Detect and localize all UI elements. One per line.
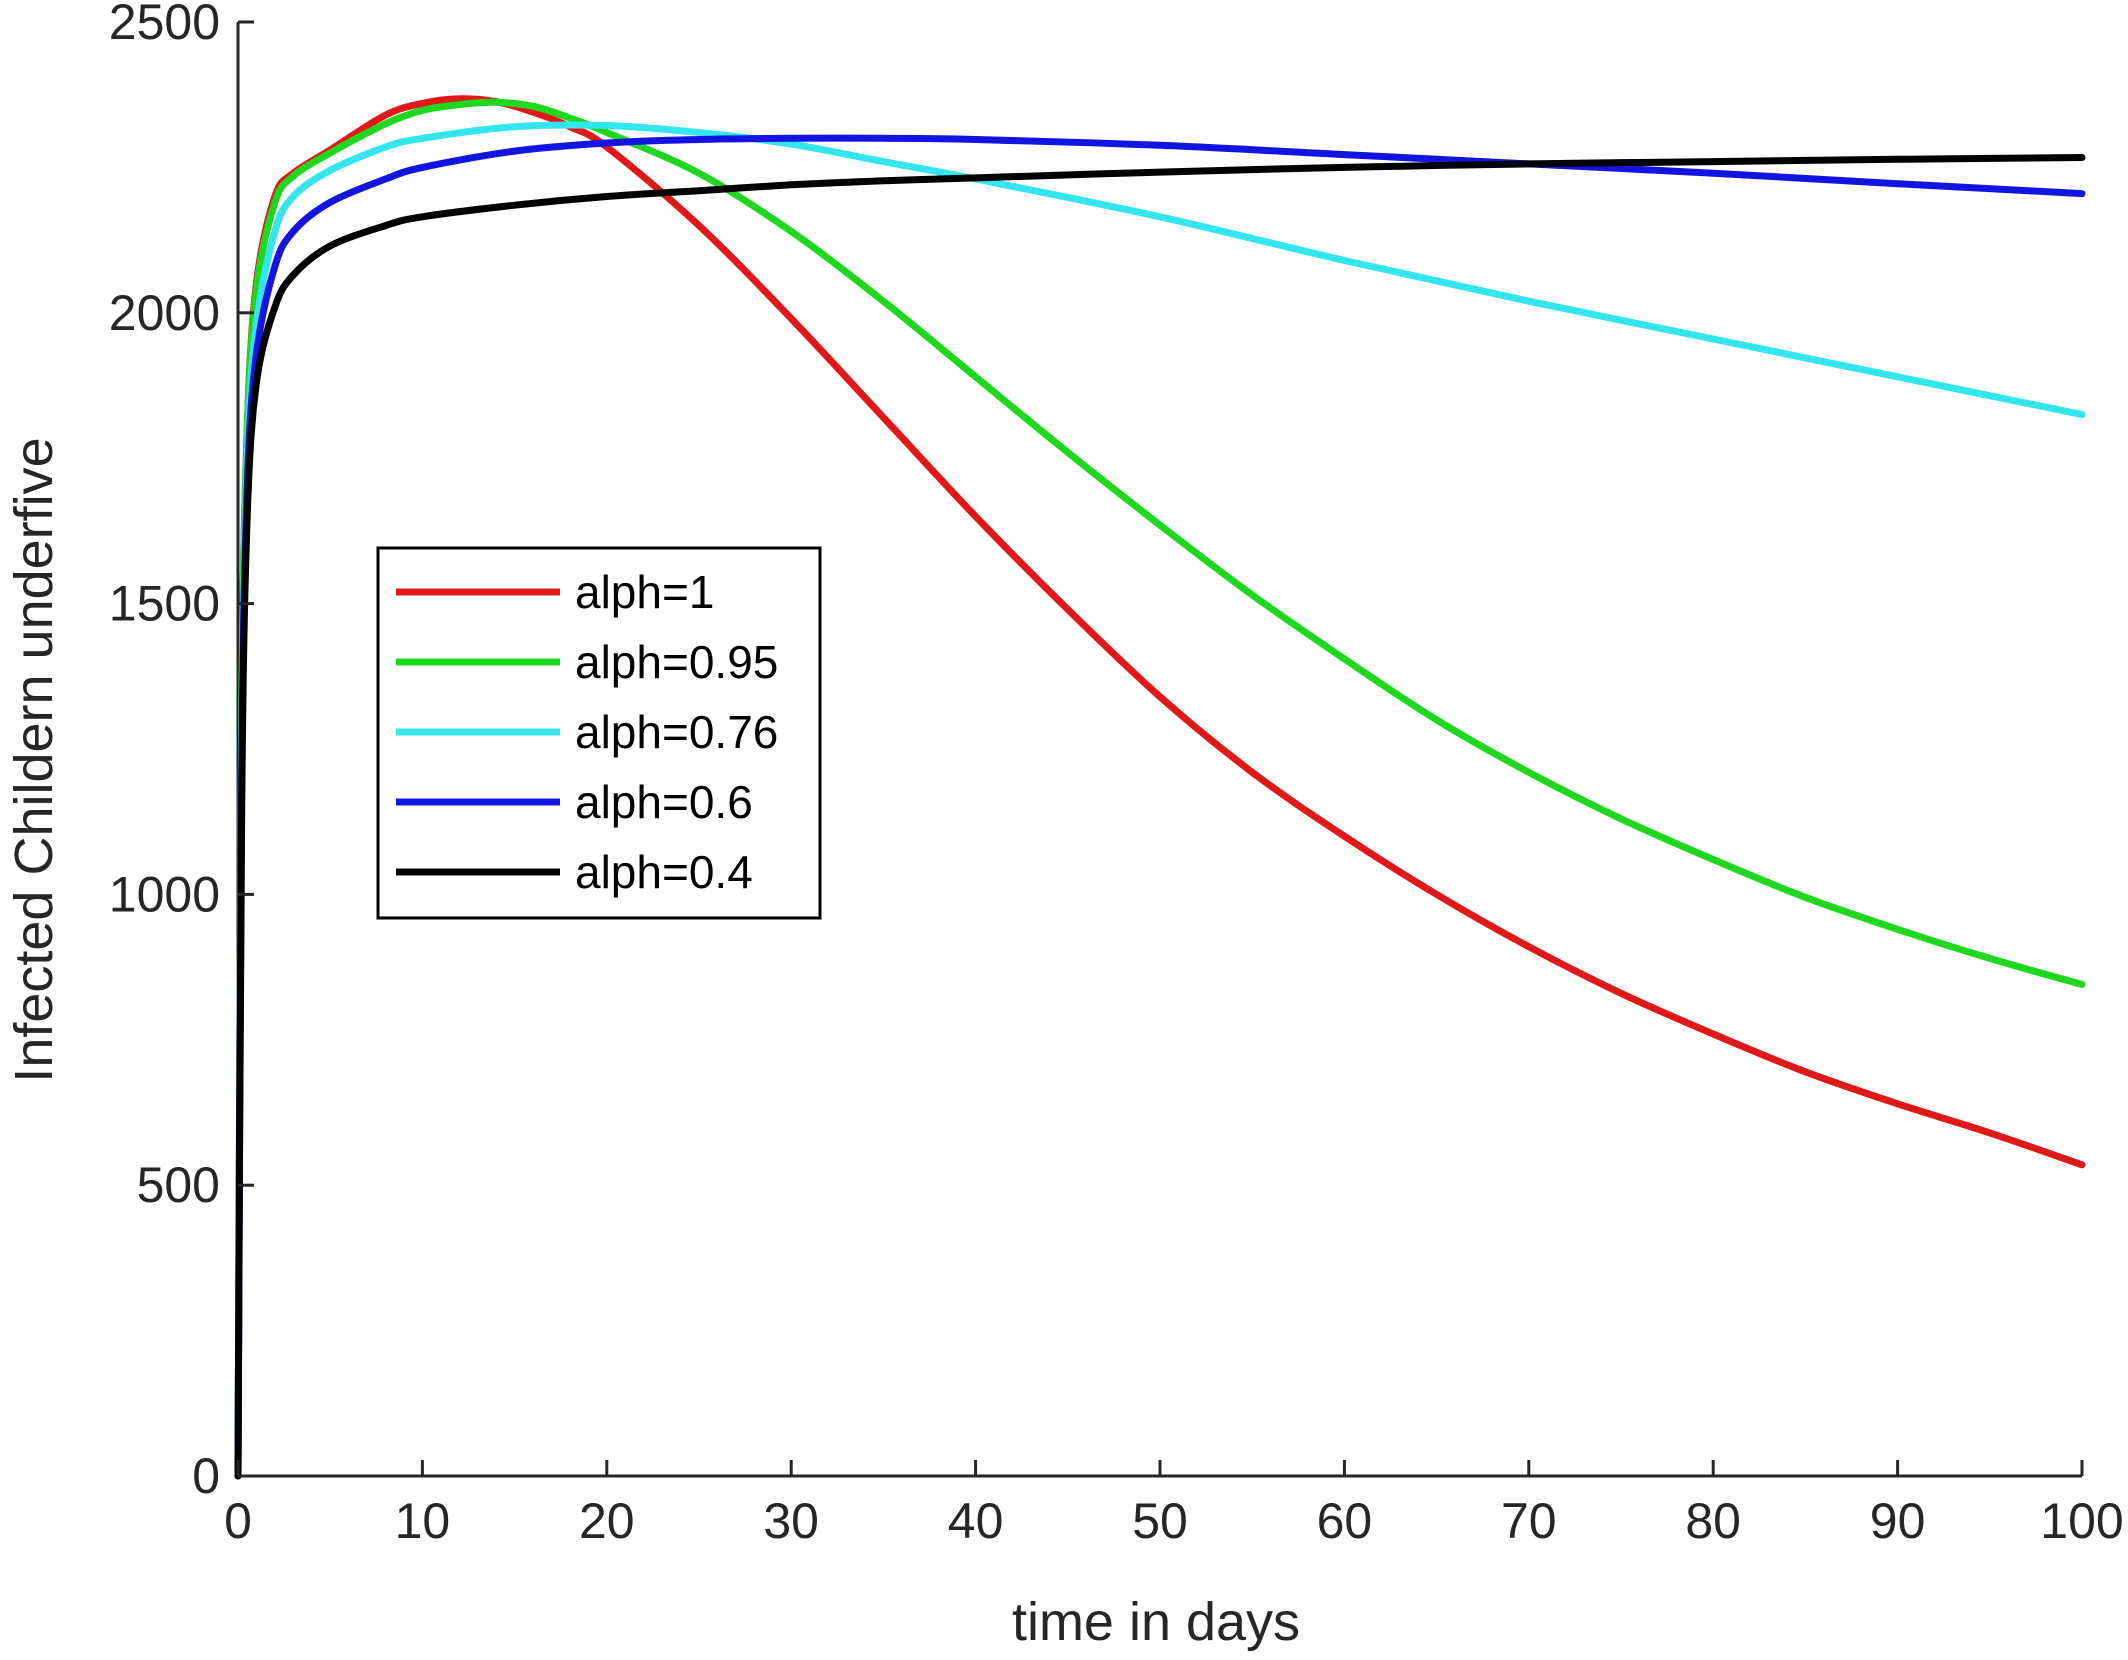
series-layer	[234, 95, 2086, 1480]
legend-entry-label: alph=0.95	[575, 636, 778, 688]
legend-entry-label: alph=0.76	[575, 706, 778, 758]
y-tick-label: 0	[192, 1448, 220, 1504]
x-tick-label: 40	[948, 1493, 1004, 1549]
x-tick-label: 80	[1685, 1493, 1741, 1549]
x-tick-label: 20	[579, 1493, 635, 1549]
legend-entry-label: alph=1	[575, 566, 714, 618]
x-tick-label: 60	[1317, 1493, 1373, 1549]
x-tick-label: 90	[1870, 1493, 1926, 1549]
y-tick-label: 500	[137, 1157, 220, 1213]
y-axis-label: Infected Childern underfive	[4, 437, 64, 1082]
series-line-alph-0-4	[234, 154, 2086, 1480]
x-tick-label: 0	[224, 1493, 252, 1549]
x-tick-label: 70	[1501, 1493, 1557, 1549]
legend: alph=1 alph=0.95 alph=0.76 alph=0.6 alph=0.4	[376, 546, 822, 920]
x-tick-label: 100	[2040, 1493, 2123, 1549]
y-tick-label: 2000	[109, 285, 220, 341]
x-axis-label: time in days	[1012, 1592, 1300, 1652]
y-tick-label: 2500	[109, 0, 220, 50]
x-tick-label: 10	[395, 1493, 451, 1549]
y-tick-label: 1000	[109, 866, 220, 922]
x-tick-label: 30	[763, 1493, 819, 1549]
x-axis-ticks: 0 10 20 30 40 50 60 70 80 90 100	[224, 1460, 2124, 1549]
legend-entry-label: alph=0.4	[575, 846, 753, 898]
series-line-alph-0-95	[234, 98, 2086, 1480]
legend-entry-label: alph=0.6	[575, 776, 753, 828]
y-axis-ticks: 0 500 1000 1500 2000 2500	[109, 0, 254, 1504]
y-tick-label: 1500	[109, 576, 220, 632]
x-tick-label: 50	[1132, 1493, 1188, 1549]
